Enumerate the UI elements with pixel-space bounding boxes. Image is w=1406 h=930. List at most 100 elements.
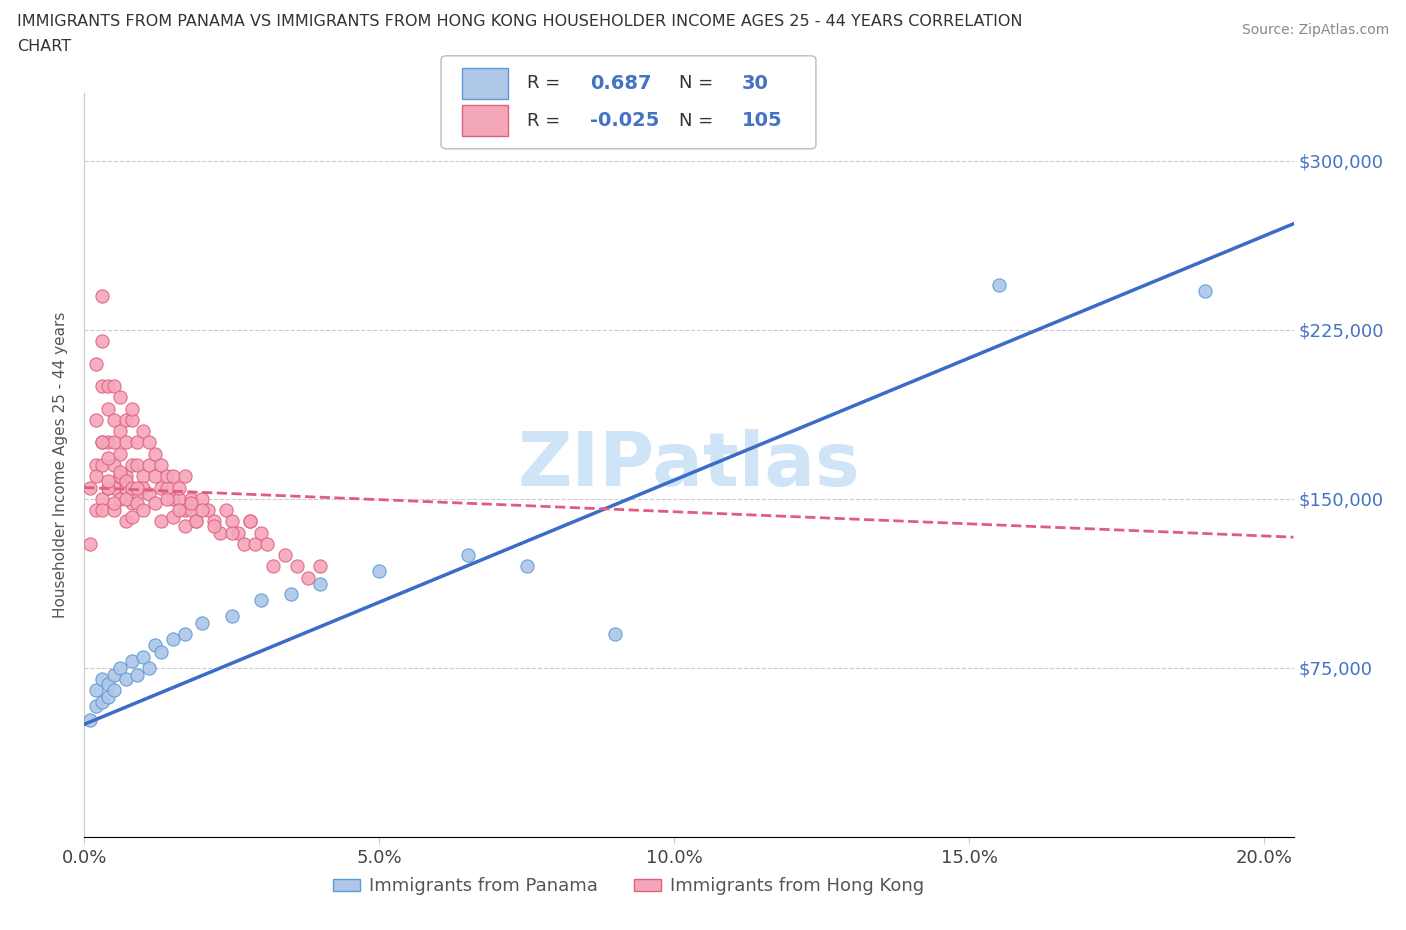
Point [97, 435, 120, 450]
Point [191, 491, 214, 506]
Point [91, 458, 114, 472]
Point [103, 413, 125, 428]
Point [91, 334, 114, 349]
Text: -0.025: -0.025 [589, 111, 659, 130]
Point [238, 514, 260, 529]
Point [132, 469, 155, 484]
Point [127, 435, 149, 450]
Point [156, 491, 179, 506]
Point [114, 435, 136, 450]
Point [114, 514, 136, 529]
Point [132, 649, 155, 664]
Point [97, 690, 120, 705]
Point [250, 592, 273, 607]
Point [256, 537, 278, 551]
Point [143, 638, 166, 653]
Point [108, 464, 131, 479]
Point [262, 559, 284, 574]
Point [138, 435, 160, 450]
Point [250, 525, 273, 540]
Point [103, 502, 125, 517]
Point [103, 667, 125, 682]
Point [91, 502, 114, 517]
Text: 30: 30 [742, 73, 769, 93]
Point [280, 586, 302, 601]
Point [150, 480, 173, 495]
Point [162, 631, 184, 646]
Point [197, 502, 219, 517]
Point [202, 514, 225, 529]
Point [84, 502, 107, 517]
Point [202, 518, 225, 533]
Point [221, 608, 243, 623]
Point [114, 671, 136, 686]
Point [127, 667, 149, 682]
Point [91, 695, 114, 710]
Point [127, 496, 149, 511]
Point [91, 491, 114, 506]
Point [121, 496, 143, 511]
Point [605, 627, 627, 642]
Point [108, 469, 131, 484]
Point [84, 698, 107, 713]
Point [121, 413, 143, 428]
Point [97, 401, 120, 416]
Point [150, 514, 173, 529]
Point [143, 446, 166, 461]
Point [221, 514, 243, 529]
Point [150, 458, 173, 472]
Point [103, 496, 125, 511]
FancyBboxPatch shape [461, 105, 508, 136]
Point [91, 435, 114, 450]
Text: CHART: CHART [17, 39, 70, 54]
Point [127, 458, 149, 472]
Point [132, 502, 155, 517]
Point [167, 491, 190, 506]
Point [121, 510, 143, 525]
Point [79, 480, 101, 495]
Point [121, 458, 143, 472]
Point [97, 451, 120, 466]
Point [91, 435, 114, 450]
Point [167, 502, 190, 517]
Point [114, 473, 136, 488]
Point [245, 537, 267, 551]
Point [97, 480, 120, 495]
Legend: Immigrants from Panama, Immigrants from Hong Kong: Immigrants from Panama, Immigrants from … [326, 870, 931, 902]
Point [191, 616, 214, 631]
Point [108, 390, 131, 405]
Point [167, 480, 190, 495]
Point [114, 491, 136, 506]
Y-axis label: Householder Income Ages 25 - 44 years: Householder Income Ages 25 - 44 years [53, 312, 69, 618]
Point [208, 525, 231, 540]
Point [143, 469, 166, 484]
Point [108, 469, 131, 484]
Point [127, 487, 149, 502]
Text: R =: R = [527, 112, 560, 129]
Point [162, 510, 184, 525]
Point [132, 424, 155, 439]
Point [114, 413, 136, 428]
Point [1194, 284, 1216, 299]
Point [162, 491, 184, 506]
Point [97, 473, 120, 488]
Text: N =: N = [679, 74, 713, 92]
Point [162, 469, 184, 484]
Point [108, 660, 131, 675]
Point [143, 496, 166, 511]
FancyBboxPatch shape [441, 56, 815, 149]
Point [173, 518, 195, 533]
Point [368, 564, 391, 578]
Point [121, 654, 143, 669]
Point [114, 480, 136, 495]
Point [156, 480, 179, 495]
Point [173, 627, 195, 642]
Point [285, 559, 308, 574]
Text: IMMIGRANTS FROM PANAMA VS IMMIGRANTS FROM HONG KONG HOUSEHOLDER INCOME AGES 25 -: IMMIGRANTS FROM PANAMA VS IMMIGRANTS FRO… [17, 14, 1022, 29]
Point [186, 514, 208, 529]
Point [84, 356, 107, 371]
FancyBboxPatch shape [461, 68, 508, 99]
Point [173, 502, 195, 517]
Point [91, 671, 114, 686]
Point [232, 537, 254, 551]
